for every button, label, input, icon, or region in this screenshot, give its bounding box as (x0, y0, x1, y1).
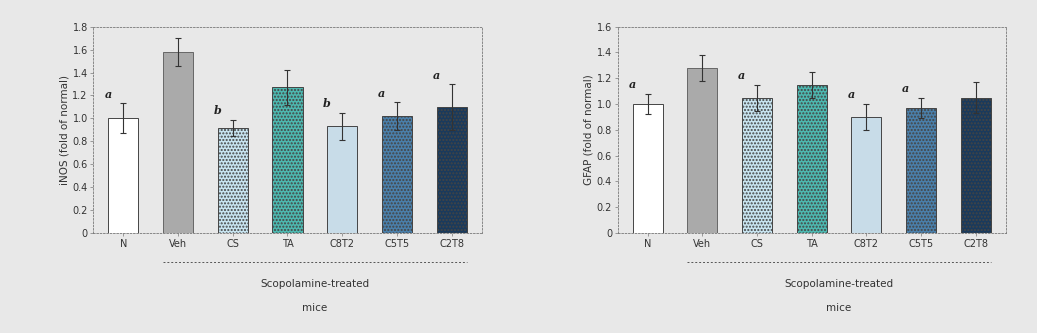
Text: mice: mice (302, 303, 328, 313)
Bar (163, 52, 193, 233)
Text: Scopolamine-treated: Scopolamine-treated (785, 278, 894, 288)
Bar (688, 68, 718, 233)
Y-axis label: GFAP (fold of normal): GFAP (fold of normal) (584, 75, 594, 185)
Bar (382, 116, 412, 233)
Text: a: a (738, 70, 746, 81)
Text: a: a (105, 89, 112, 100)
Bar (796, 85, 826, 233)
Bar (327, 127, 357, 233)
Bar (742, 98, 773, 233)
Text: a: a (902, 83, 909, 94)
Text: b: b (323, 98, 331, 109)
Text: a: a (847, 89, 854, 100)
Y-axis label: iNOS (fold of normal): iNOS (fold of normal) (59, 75, 69, 185)
Bar (851, 117, 881, 233)
Text: a: a (628, 79, 636, 90)
Bar (960, 98, 990, 233)
Bar (633, 104, 663, 233)
Bar (273, 88, 303, 233)
Text: a: a (432, 70, 440, 81)
Text: mice: mice (826, 303, 851, 313)
Bar (109, 119, 139, 233)
Text: Scopolamine-treated: Scopolamine-treated (260, 278, 369, 288)
Text: a: a (377, 88, 385, 99)
Bar (218, 128, 248, 233)
Bar (437, 107, 467, 233)
Text: b: b (214, 105, 221, 116)
Bar (906, 108, 936, 233)
